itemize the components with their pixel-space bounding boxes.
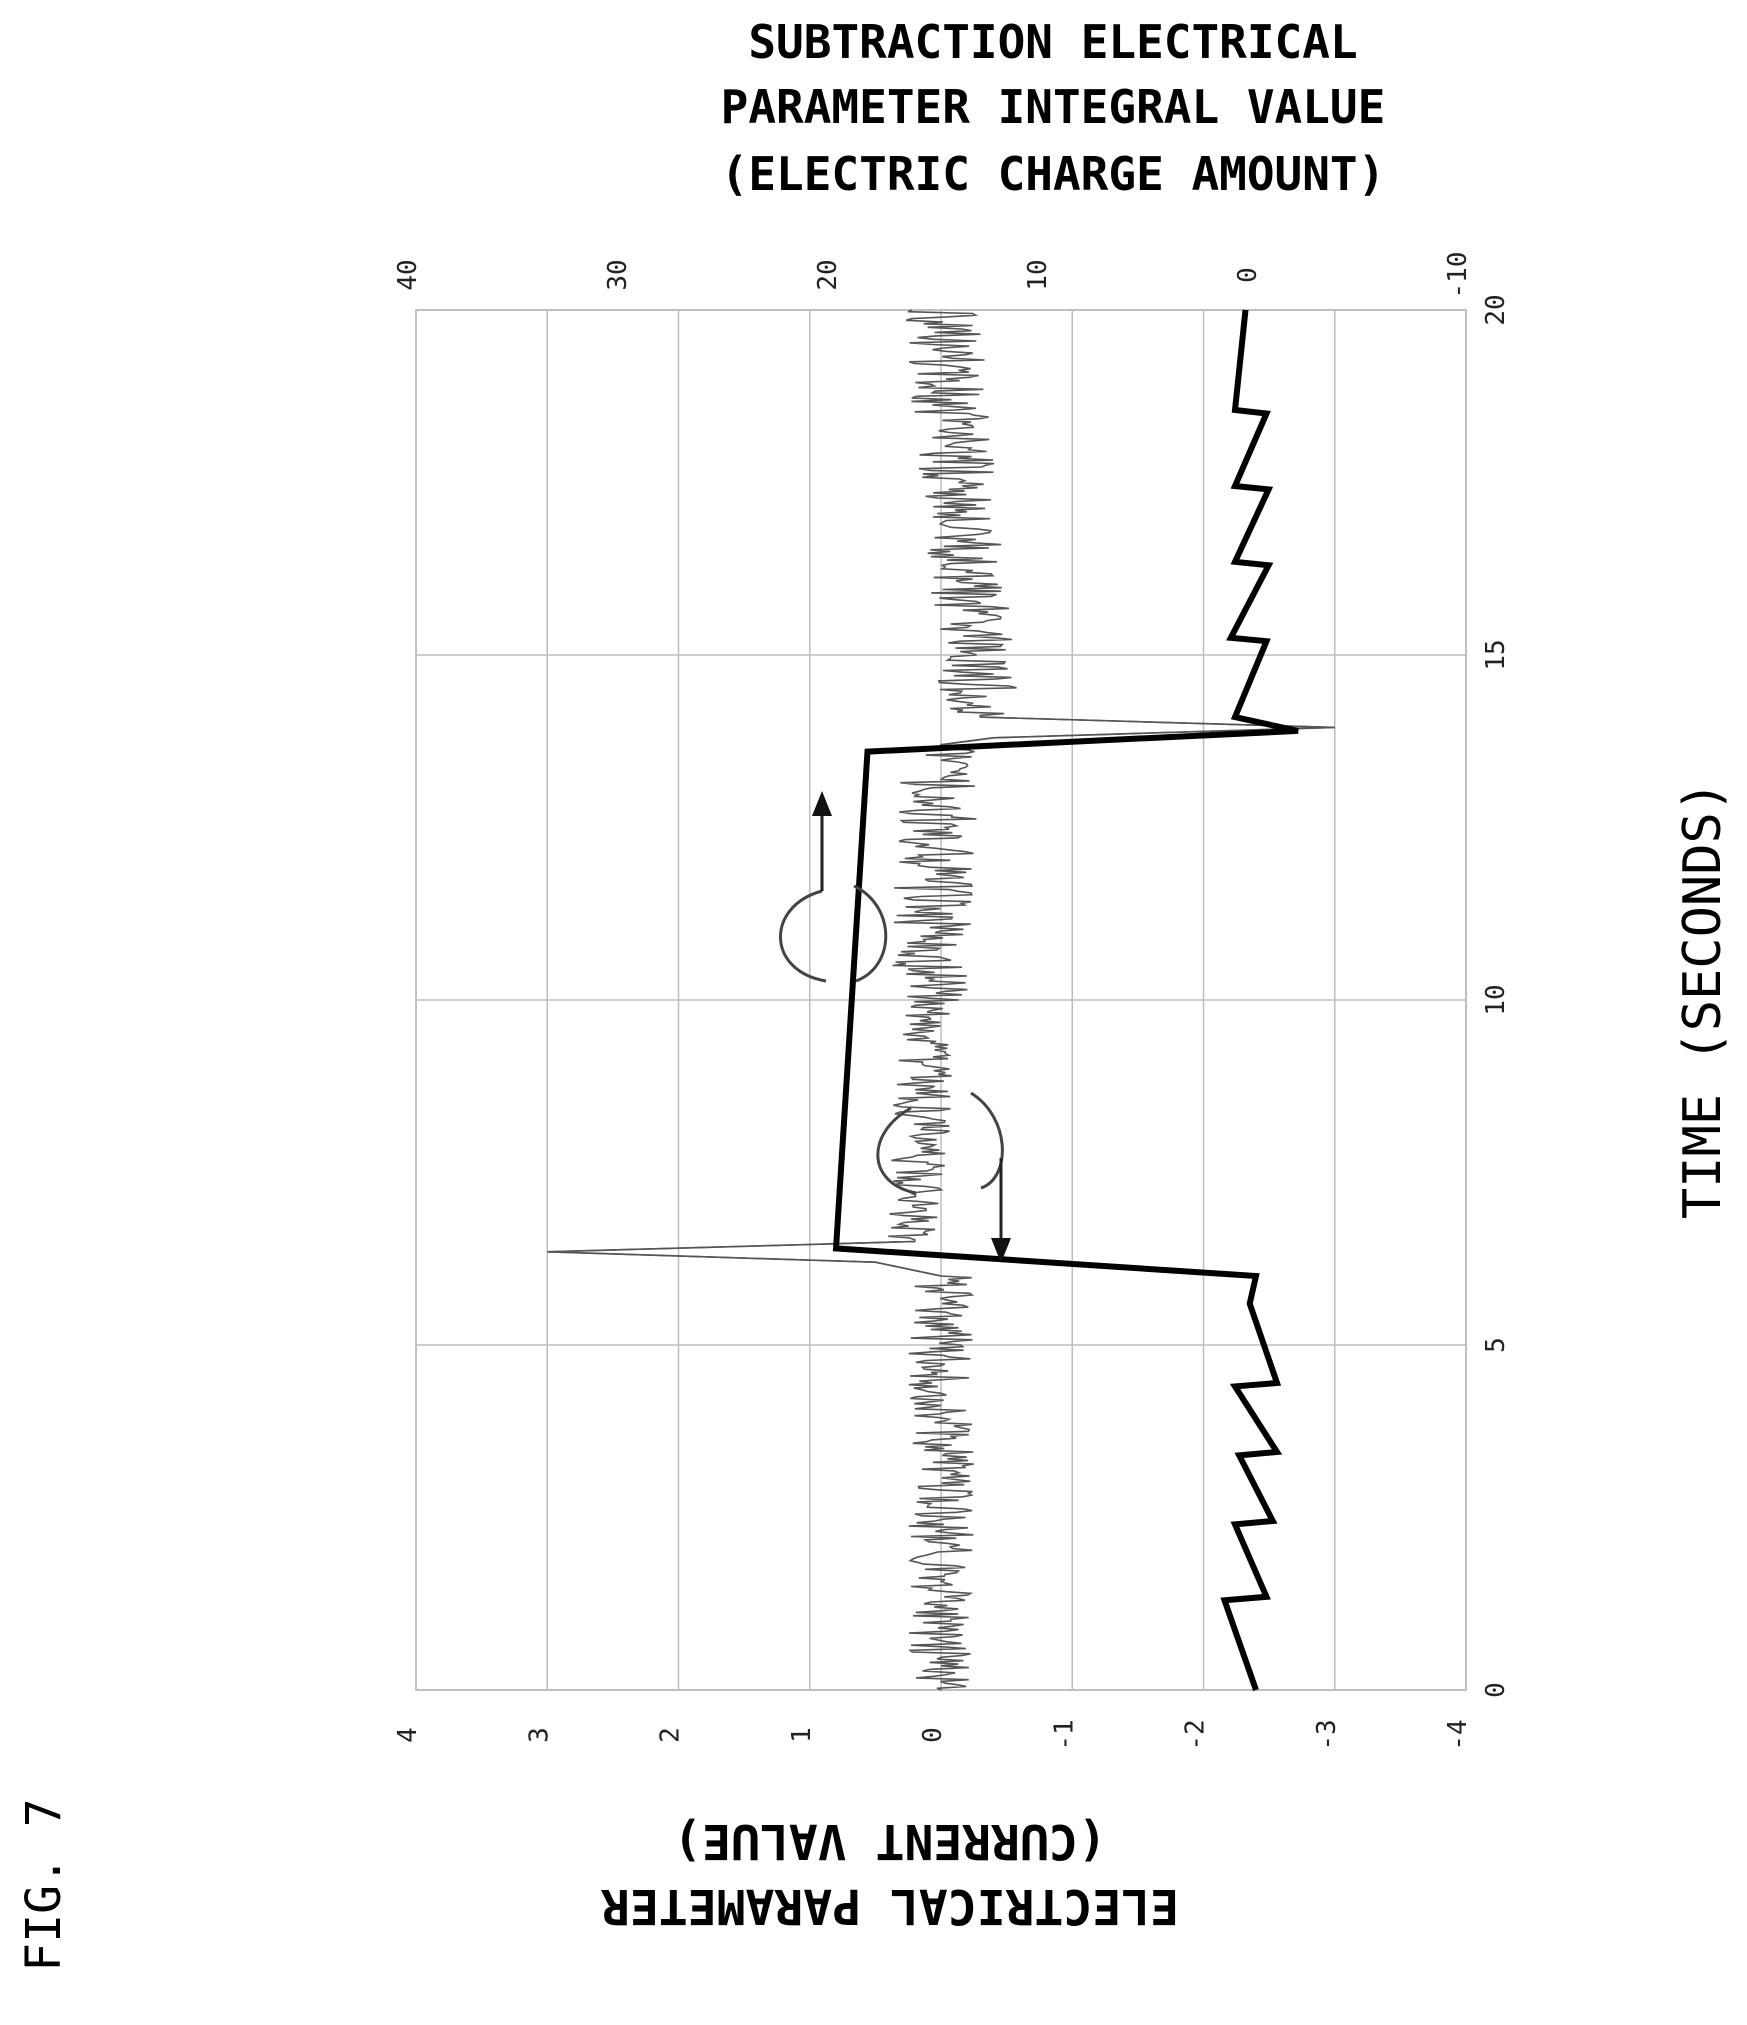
title-line-1: SUBTRACTION ELECTRICAL [748, 15, 1357, 69]
y-right-tick-label: 0 [1233, 267, 1263, 283]
curl-arrow-integral-tail [853, 884, 888, 983]
series-charge-integral [832, 309, 1299, 1691]
x-axis-label: TIME (SECONDS) [1673, 781, 1733, 1219]
y-left-tick-label: -4 [1443, 1719, 1473, 1750]
x-tick-label: 10 [1481, 984, 1511, 1015]
y-right-tick-label: -10 [1443, 252, 1473, 299]
curl-arrow-current-tail [970, 1091, 1004, 1190]
y-right-tick-label: 40 [393, 259, 423, 290]
y-left-tick-label: -3 [1312, 1719, 1342, 1750]
series-current-spike-negative [940, 716, 1335, 746]
title-line-2: PARAMETER INTEGRAL VALUE [721, 80, 1386, 134]
series-current-trace [547, 309, 1335, 1691]
title-line-3: (ELECTRIC CHARGE AMOUNT) [721, 147, 1386, 201]
figure-label: FIG. 7 [16, 1798, 72, 1971]
curl-arrow-current [876, 1106, 917, 1195]
series-group [547, 309, 1335, 1691]
y-left-tick-label: 3 [524, 1727, 554, 1743]
up-arrow-head [812, 791, 832, 816]
series-current-spike-positive [547, 1240, 942, 1277]
y-left-label-line-2: (CURRENT VALUE) [673, 1813, 1106, 1869]
curl-arrow-integral [779, 889, 827, 983]
y-left-tick-label: 4 [393, 1727, 423, 1743]
down-arrow-head [991, 1238, 1011, 1263]
y-right-tick-label: 20 [813, 259, 843, 290]
x-tick-label: 15 [1481, 639, 1511, 670]
x-tick-label: 0 [1481, 1682, 1511, 1698]
y-right-tick-label: 30 [603, 259, 633, 290]
y-left-tick-label: -2 [1181, 1719, 1211, 1750]
y-left-tick-label: 1 [787, 1727, 817, 1743]
annotations [779, 791, 1011, 1263]
y-left-tick-label: 2 [656, 1727, 686, 1743]
x-tick-label: 5 [1481, 1337, 1511, 1353]
y-right-tick-label: 10 [1023, 259, 1053, 290]
y-left-label-line-1: ELECTRICAL PARAMETER [601, 1878, 1179, 1934]
y-left-tick-label: 0 [918, 1727, 948, 1743]
y-left-tick-label: -1 [1049, 1719, 1079, 1750]
x-tick-label: 20 [1481, 294, 1511, 325]
